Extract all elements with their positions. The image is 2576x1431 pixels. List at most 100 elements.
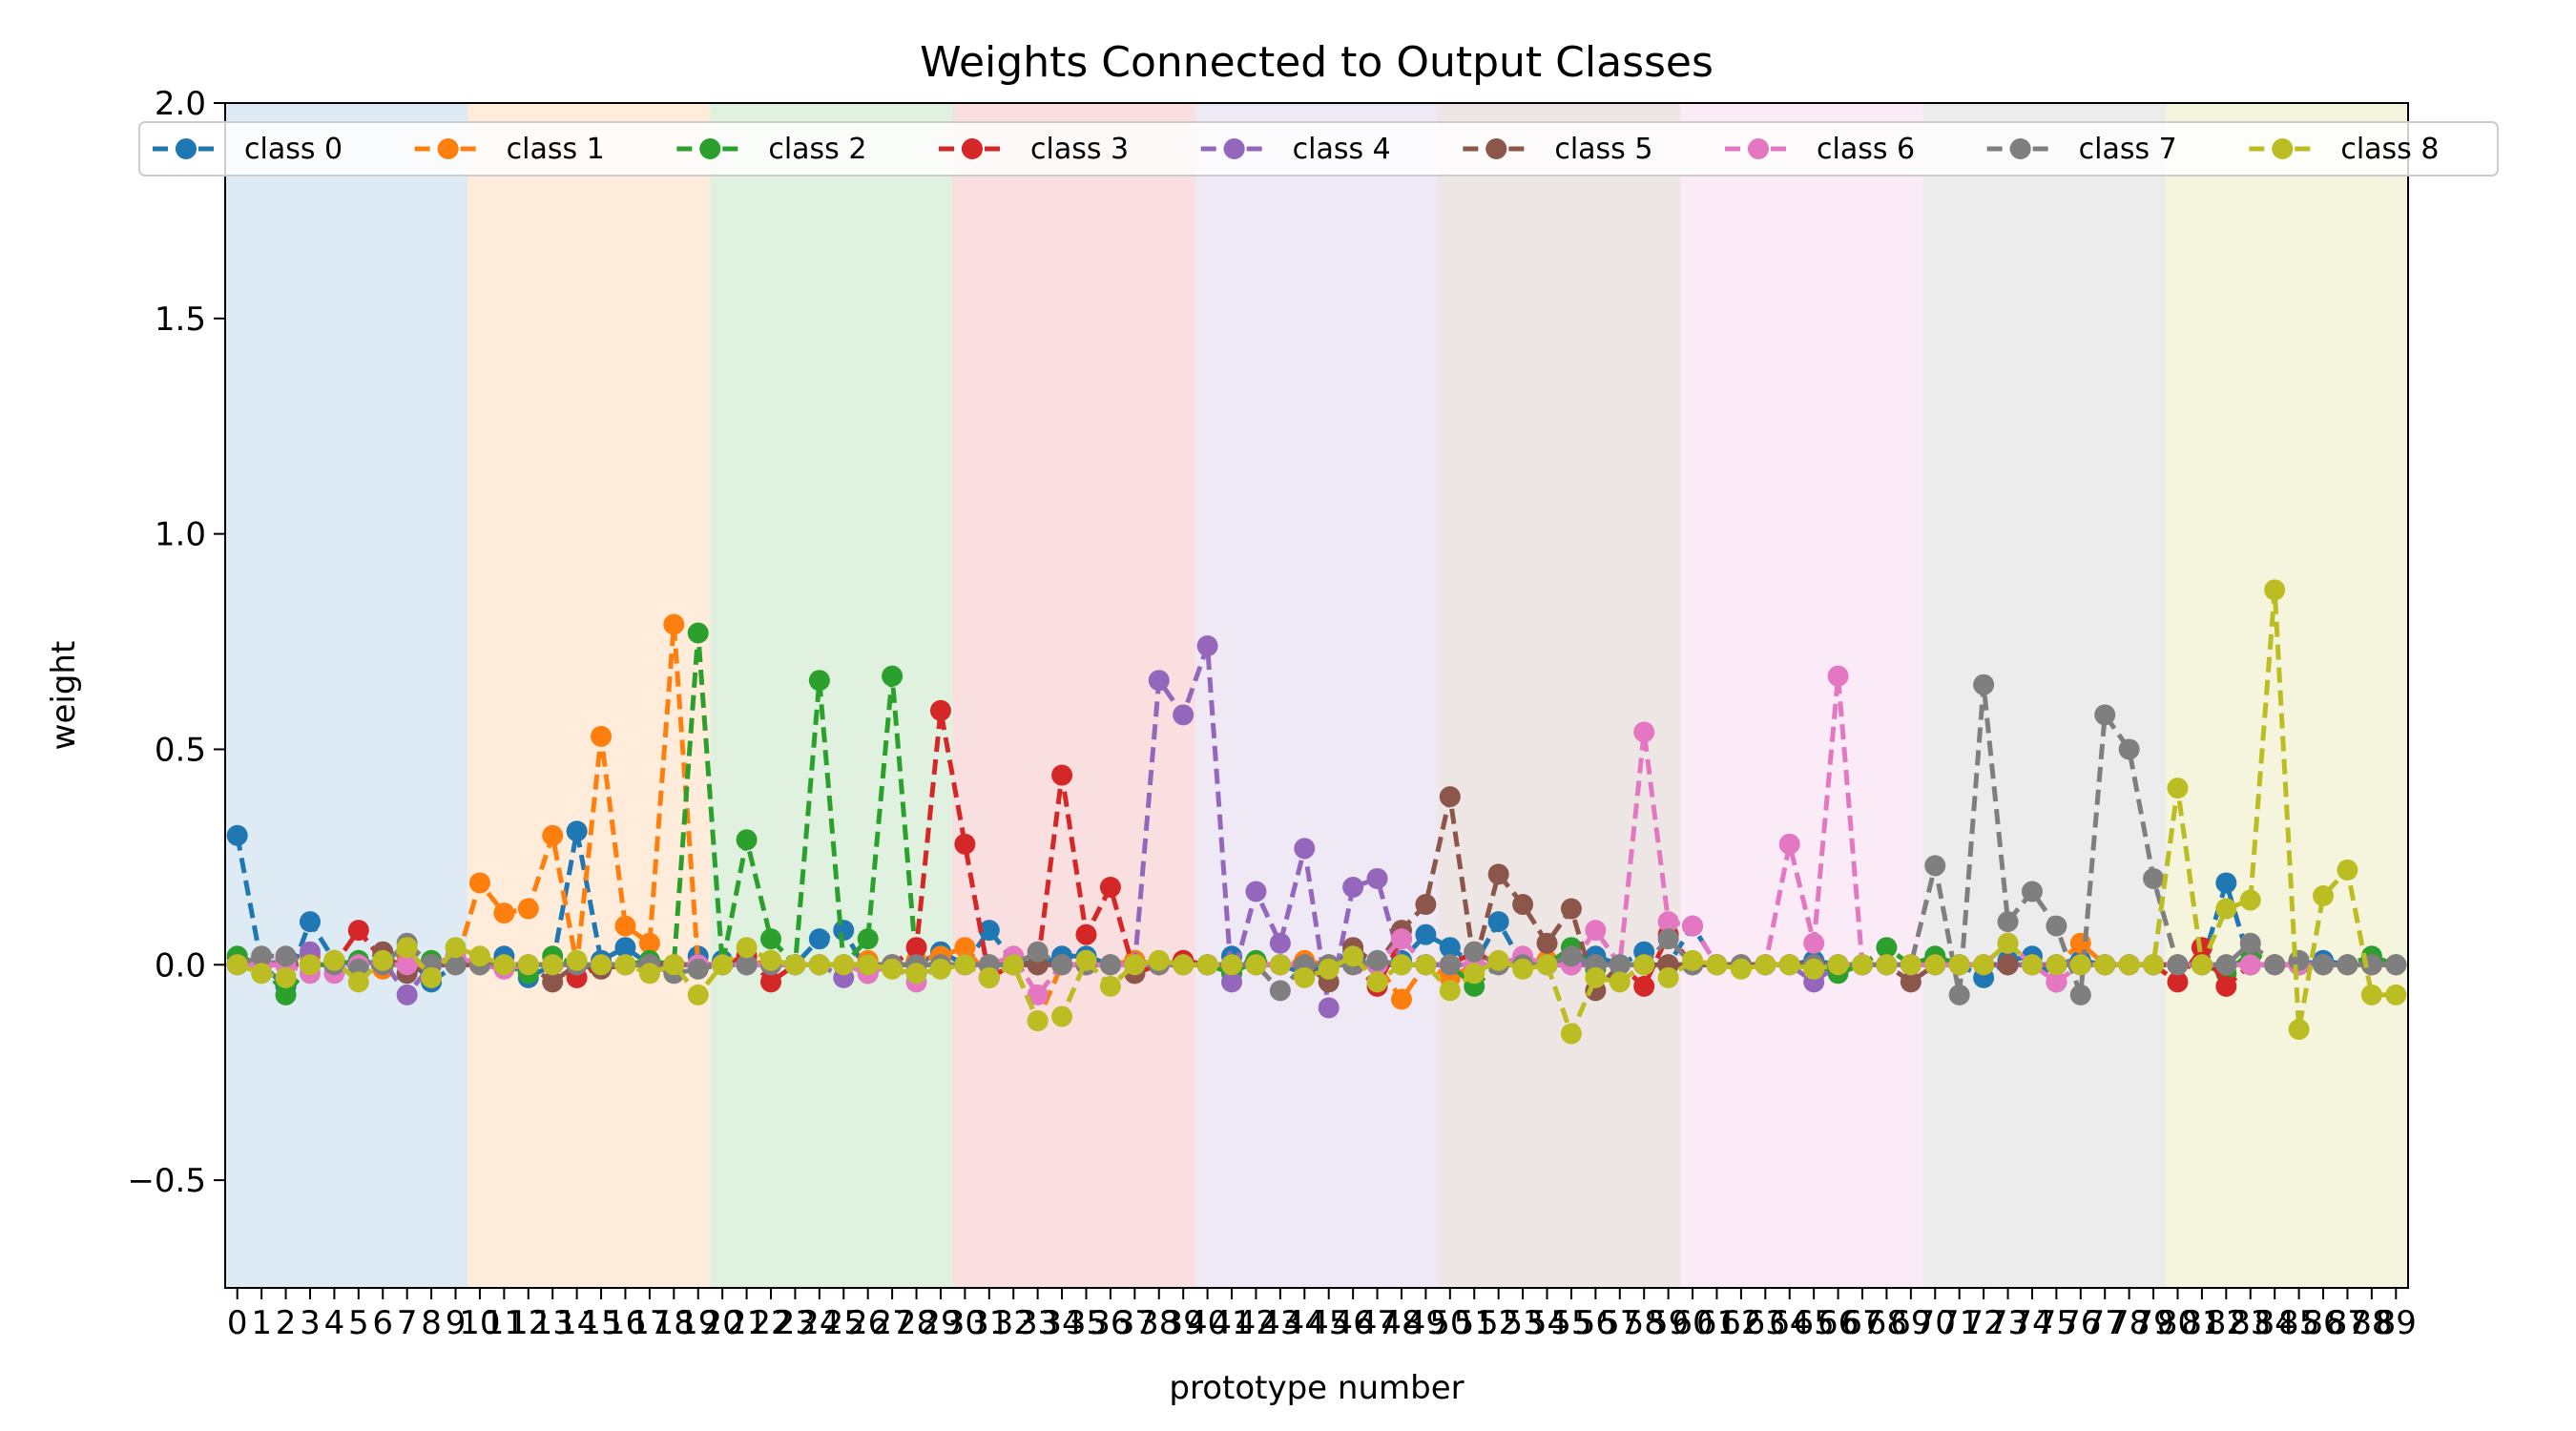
data-point — [1876, 937, 1898, 959]
data-point — [2191, 954, 2212, 976]
data-point — [1245, 881, 1267, 902]
x-tick-label: 56 — [1575, 1304, 1616, 1342]
data-point — [1778, 954, 1800, 976]
data-point — [2288, 1019, 2310, 1041]
data-point — [2313, 885, 2335, 907]
data-point — [1827, 665, 1849, 687]
x-tick-label: 80 — [2157, 1304, 2198, 1342]
data-point — [445, 937, 467, 959]
x-tick-label: 37 — [1114, 1304, 1155, 1342]
class-band — [2165, 103, 2408, 1288]
x-tick-label: 22 — [750, 1304, 791, 1342]
data-point — [1900, 971, 1922, 993]
data-point — [638, 932, 660, 954]
series-layer — [226, 579, 2407, 1045]
data-point — [978, 966, 1000, 988]
x-tick-label: 76 — [2060, 1304, 2101, 1342]
x-tick-label: 61 — [1696, 1304, 1737, 1342]
class-band — [952, 103, 1195, 1288]
data-point — [1294, 838, 1316, 860]
data-point — [1390, 988, 1412, 1010]
data-point — [954, 937, 976, 959]
data-point — [1900, 954, 1922, 976]
data-point — [2313, 954, 2335, 976]
data-point — [1415, 954, 1437, 976]
x-tick-label: 45 — [1308, 1304, 1349, 1342]
data-point — [1560, 898, 1582, 920]
data-point — [517, 954, 539, 976]
data-point — [2046, 915, 2067, 937]
x-tick-label: 24 — [799, 1304, 840, 1342]
data-point — [2069, 954, 2091, 976]
data-point — [468, 945, 490, 967]
data-point — [954, 833, 976, 855]
x-tick-label: 30 — [945, 1304, 986, 1342]
series-line — [235, 828, 2397, 989]
x-tick-label: 23 — [775, 1304, 816, 1342]
data-point — [275, 984, 297, 1006]
x-tick-label: 15 — [580, 1304, 621, 1342]
x-tick-label: 4 — [324, 1304, 345, 1342]
data-point — [1512, 958, 1534, 980]
x-tick-label: 63 — [1745, 1304, 1786, 1342]
x-axis: 0 1 2 3 4 5 6 7 8 9101112131415161718192021222324… — [227, 1288, 2417, 1342]
data-point — [591, 954, 613, 976]
data-point — [760, 928, 781, 950]
class-band — [467, 103, 711, 1288]
x-tick-label: 11 — [484, 1304, 525, 1342]
data-point — [1366, 971, 1388, 993]
x-tick-label: 89 — [2376, 1304, 2417, 1342]
data-point — [1390, 928, 1412, 950]
x-tick-label: 70 — [1915, 1304, 1956, 1342]
x-tick-label: 66 — [1818, 1304, 1859, 1342]
y-axis: −0.5 0.0 0.5 1.0 1.5 2.0 — [127, 85, 225, 1200]
x-tick-label: 60 — [1672, 1304, 1713, 1342]
data-point — [1827, 954, 1849, 976]
x-tick-label: 7 — [397, 1304, 418, 1342]
data-point — [638, 963, 660, 985]
data-point — [736, 829, 758, 851]
class-band — [1922, 103, 2166, 1288]
x-tick-label: 42 — [1236, 1304, 1277, 1342]
legend-label: class 3 — [1030, 133, 1129, 166]
legend-marker — [437, 138, 459, 159]
x-tick-label: 20 — [702, 1304, 743, 1342]
class-band — [225, 103, 468, 1288]
data-point — [2239, 889, 2261, 911]
data-point — [1997, 911, 2019, 933]
data-point — [1973, 954, 1995, 976]
x-tick-label: 19 — [677, 1304, 718, 1342]
data-point — [1221, 971, 1243, 993]
data-point — [1657, 911, 1679, 933]
data-point — [1439, 937, 1461, 959]
data-point — [1027, 941, 1049, 963]
data-point — [542, 971, 564, 993]
data-point — [1027, 1009, 1049, 1031]
plot-frame — [224, 102, 2409, 1289]
data-point — [905, 937, 927, 959]
x-axis-label: prototype number — [1169, 1369, 1464, 1407]
legend-item: class 8 — [2249, 133, 2439, 166]
data-point — [251, 945, 273, 967]
data-point — [2264, 954, 2286, 976]
x-tick-label: 31 — [968, 1304, 1009, 1342]
data-point — [347, 971, 369, 993]
data-point — [2167, 954, 2189, 976]
x-tick-label: 71 — [1939, 1304, 1980, 1342]
data-point — [857, 954, 879, 976]
legend-item: class 7 — [1986, 133, 2177, 166]
data-point — [2239, 954, 2261, 976]
data-point — [808, 670, 830, 692]
legend-label: class 6 — [1817, 133, 1915, 166]
data-point — [1973, 674, 1995, 695]
data-point — [1948, 984, 1970, 1006]
x-tick-label: 41 — [1211, 1304, 1252, 1342]
data-point — [1342, 876, 1364, 898]
x-tick-label: 50 — [1429, 1304, 1470, 1342]
x-tick-label: 13 — [532, 1304, 573, 1342]
x-tick-label: 68 — [1866, 1304, 1907, 1342]
x-tick-label: 43 — [1259, 1304, 1300, 1342]
data-point — [1657, 928, 1679, 950]
data-point — [1560, 1023, 1582, 1045]
legend-box — [138, 121, 2499, 176]
